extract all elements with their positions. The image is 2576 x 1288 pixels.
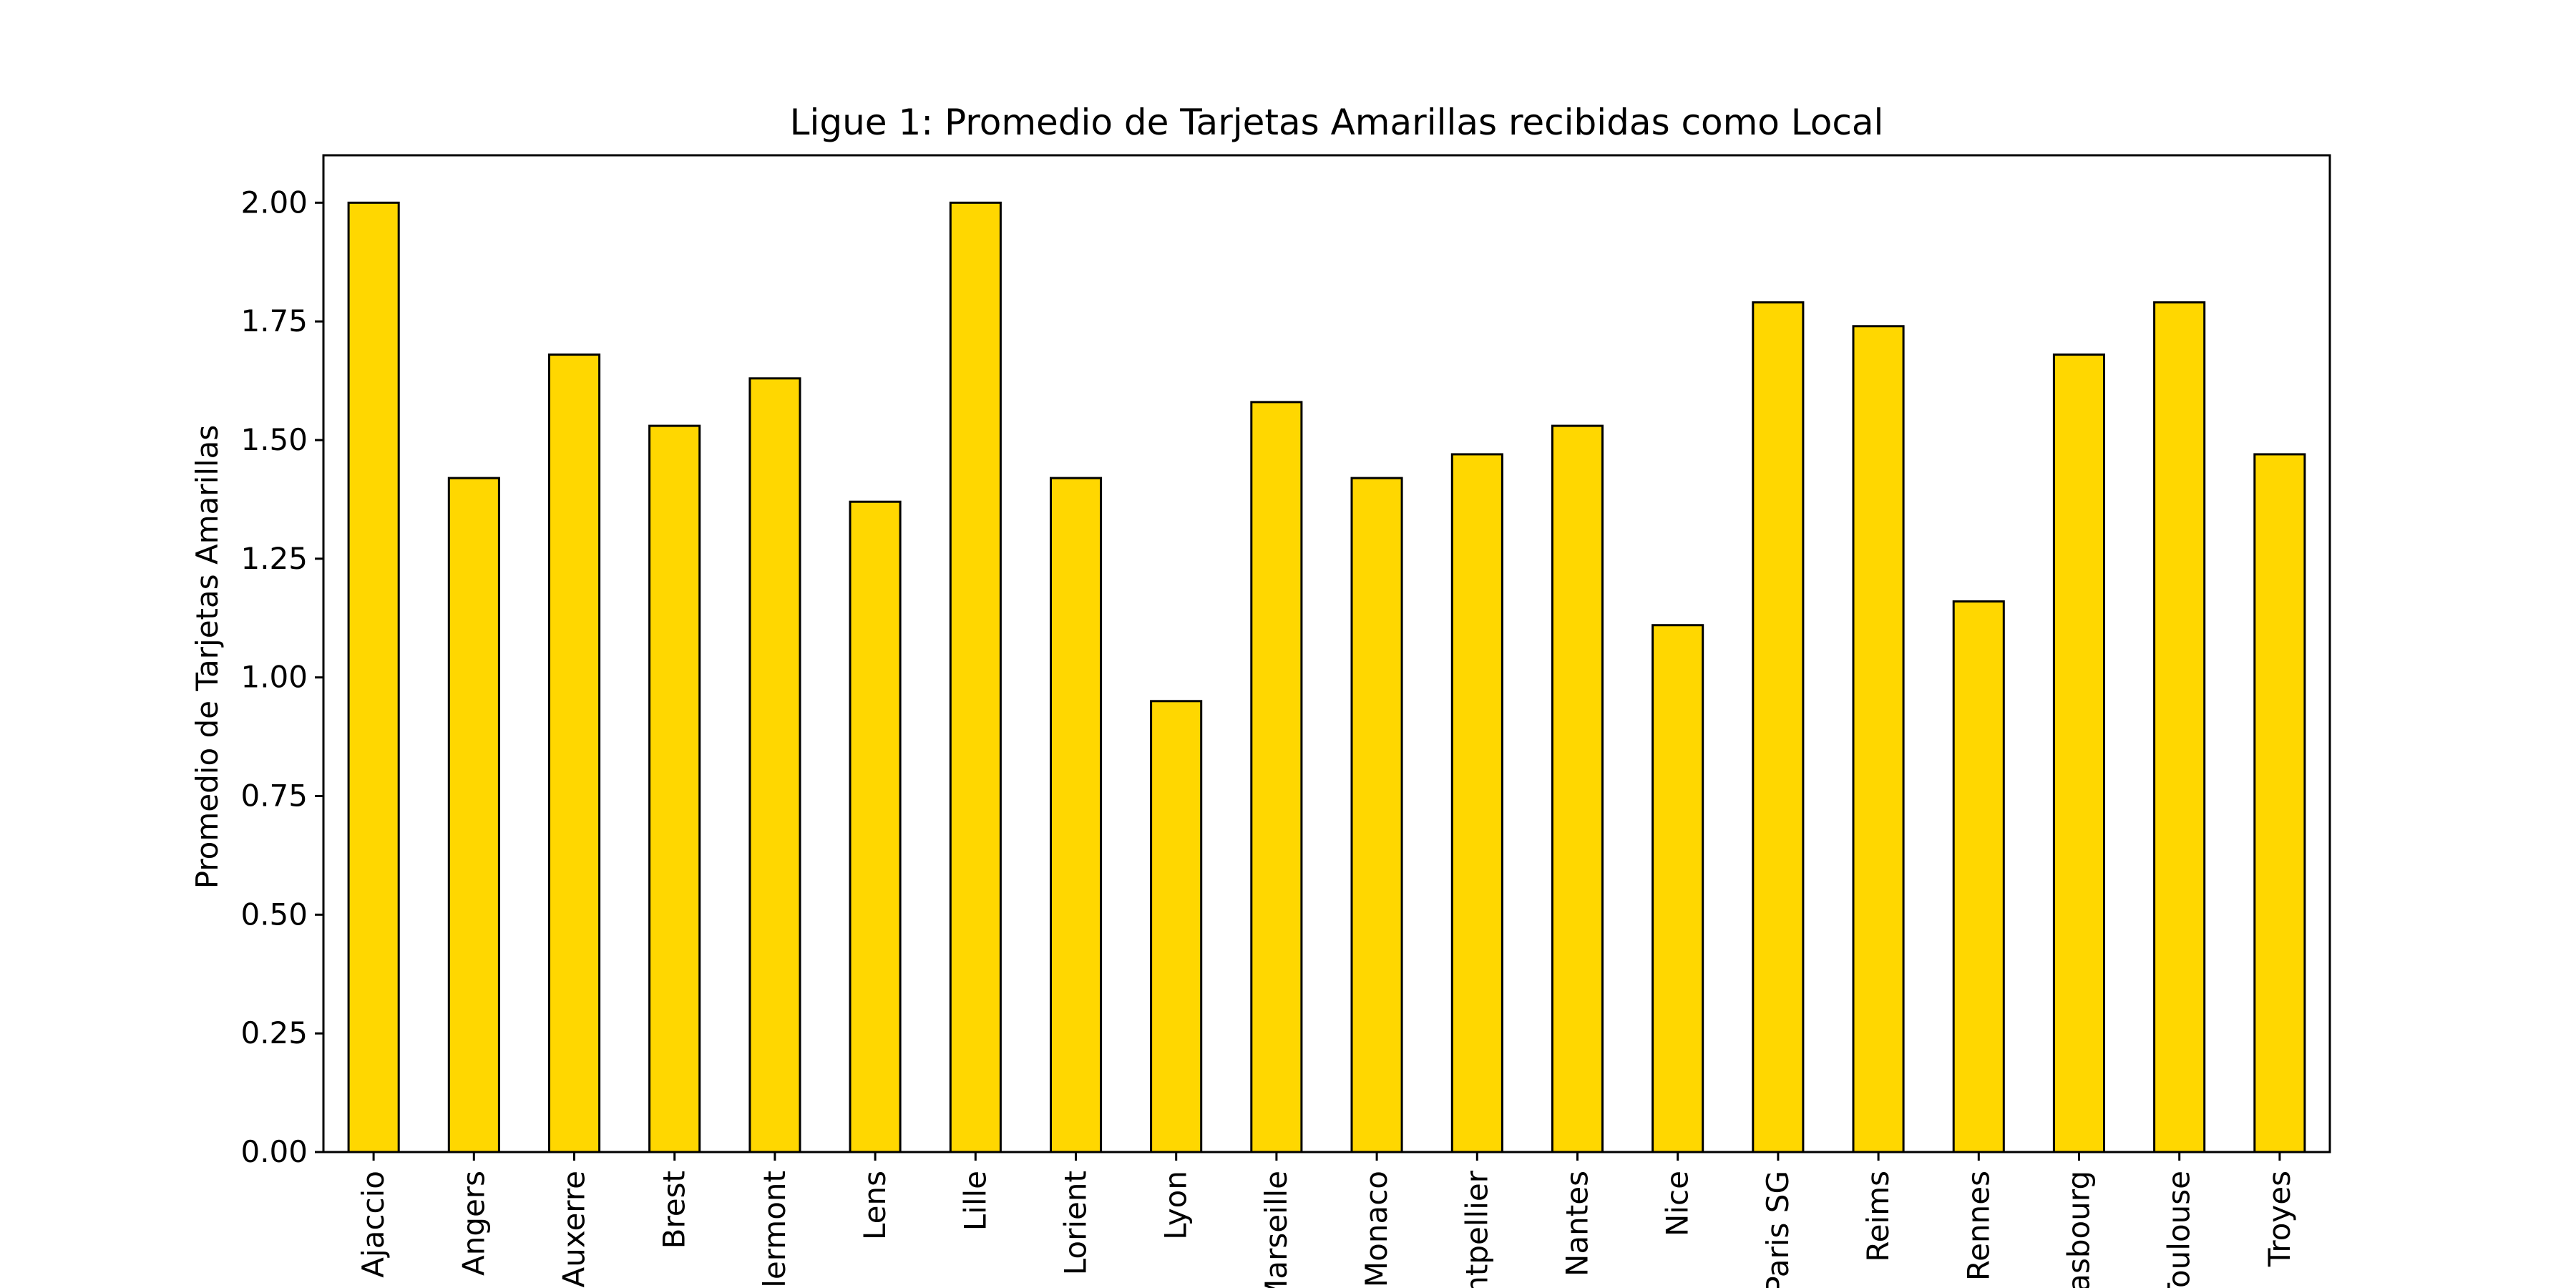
bar-ajaccio: [347, 201, 400, 1153]
y-axis-label: Promedio de Tarjetas Amarillas: [190, 425, 225, 889]
bar-troyes: [2253, 453, 2306, 1153]
y-tick-label: 0.00: [240, 1134, 308, 1169]
x-tick-label: Reims: [1860, 1171, 1896, 1262]
x-tick-label: Ajaccio: [356, 1171, 391, 1278]
chart-title: Ligue 1: Promedio de Tarjetas Amarillas …: [790, 102, 1884, 143]
bar-lyon: [1150, 700, 1203, 1153]
x-tick-label: Paris SG: [1760, 1171, 1795, 1288]
bar-rennes: [1952, 600, 2005, 1153]
x-tick-label: Lorient: [1058, 1171, 1093, 1275]
bar-reims: [1852, 325, 1905, 1153]
y-tick-label: 1.50: [240, 422, 308, 457]
bar-monaco: [1350, 477, 1403, 1153]
plot-area-frame: [322, 154, 2331, 1153]
x-tick-label: Marseille: [1259, 1171, 1294, 1288]
y-tick-label: 0.25: [240, 1015, 308, 1050]
y-tick-label: 2.00: [240, 185, 308, 220]
x-tick-label: Monaco: [1359, 1171, 1394, 1287]
x-tick-label: Lyon: [1158, 1171, 1194, 1240]
x-tick-label: Nantes: [1560, 1171, 1595, 1277]
x-tick-label: Auxerre: [557, 1171, 592, 1287]
x-tick-label: Troyes: [2262, 1171, 2297, 1267]
x-tick-label: Clermont: [757, 1171, 792, 1288]
y-tick-label: 0.50: [240, 897, 308, 932]
bar-nice: [1652, 624, 1704, 1153]
bar-lens: [849, 500, 902, 1153]
bar-marseille: [1250, 401, 1303, 1153]
x-tick-label: Toulouse: [2162, 1171, 2197, 1288]
y-tick-label: 1.25: [240, 541, 308, 576]
bar-paris-sg: [1752, 301, 1805, 1153]
x-tick-label: Brest: [657, 1171, 692, 1249]
x-tick-label: Lens: [857, 1171, 892, 1240]
x-tick-label: Lille: [957, 1171, 992, 1231]
bar-auxerre: [548, 353, 601, 1153]
y-tick-label: 1.00: [240, 660, 308, 695]
x-tick-label: Montpellier: [1459, 1170, 1494, 1288]
bar-lorient: [1050, 477, 1103, 1153]
bar-lille: [949, 201, 1002, 1153]
bar-montpellier: [1450, 453, 1503, 1153]
bar-strasbourg: [2052, 353, 2105, 1153]
x-tick-label: Rennes: [1961, 1171, 1996, 1281]
x-tick-label: Angers: [456, 1171, 491, 1276]
x-tick-label: Nice: [1660, 1171, 1695, 1236]
y-tick-label: 1.75: [240, 303, 308, 338]
bar-toulouse: [2153, 301, 2206, 1153]
bar-nantes: [1551, 424, 1604, 1153]
x-tick-label: Strasbourg: [2062, 1171, 2097, 1288]
bars-group: [347, 201, 2306, 1153]
y-tick-label: 0.75: [240, 779, 308, 814]
bar-brest: [648, 424, 701, 1153]
x-axis-ticks: Ajaccio Angers Auxerre Brest Clermont Lens Lil…: [356, 1152, 2297, 1288]
bar-angers: [447, 477, 500, 1153]
y-axis-ticks: 0.00 0.25 0.50 0.75 1.00 1.25 1.50 1.75 2.00: [240, 185, 323, 1169]
bar-clermont: [748, 377, 801, 1153]
